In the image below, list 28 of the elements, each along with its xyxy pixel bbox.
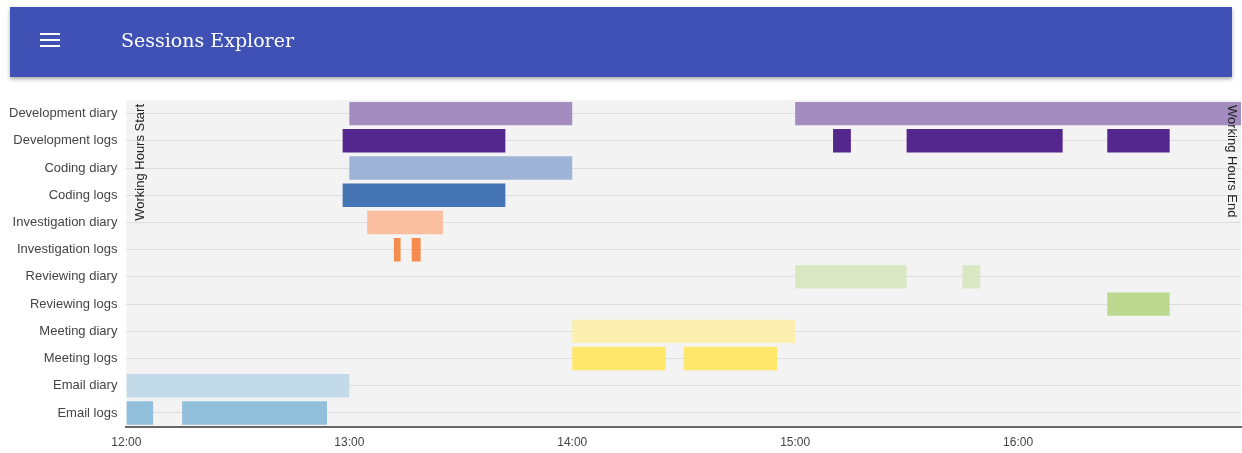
y-tick-label: Coding diary <box>44 159 118 175</box>
x-tick-label: 16:00 <box>1003 435 1034 450</box>
y-tick-label: Investigation diary <box>12 214 118 230</box>
x-tick-label: 15:00 <box>780 435 811 450</box>
bar <box>367 210 443 235</box>
bar <box>126 374 350 398</box>
y-tick-label: Development logs <box>13 132 118 148</box>
y-tick-label: Email diary <box>53 377 118 393</box>
x-tick-label: 14:00 <box>557 435 588 450</box>
x-tick-label: 13:00 <box>334 435 365 450</box>
y-tick-label: Meeting logs <box>43 350 118 366</box>
bar <box>342 183 506 207</box>
bar <box>349 156 573 180</box>
y-tick-label: Reviewing diary <box>25 268 118 284</box>
y-tick-label: Development diary <box>9 105 118 121</box>
chart-title: Sessions Explorer <box>121 29 294 51</box>
annotation: Working Hours End <box>1225 105 1241 218</box>
bar <box>1107 292 1170 316</box>
bar <box>572 319 796 344</box>
annotation: Working Hours Start <box>131 103 147 221</box>
y-tick-label: Email logs <box>57 404 118 420</box>
y-tick-label: Meeting diary <box>39 322 118 338</box>
y-tick-label: Coding logs <box>48 186 118 202</box>
bar <box>906 129 1063 153</box>
y-tick-label: Reviewing logs <box>29 295 118 311</box>
x-tick-label: 12:00 <box>111 435 142 450</box>
bar <box>1107 129 1170 153</box>
y-tick-label: Investigation logs <box>16 241 118 257</box>
